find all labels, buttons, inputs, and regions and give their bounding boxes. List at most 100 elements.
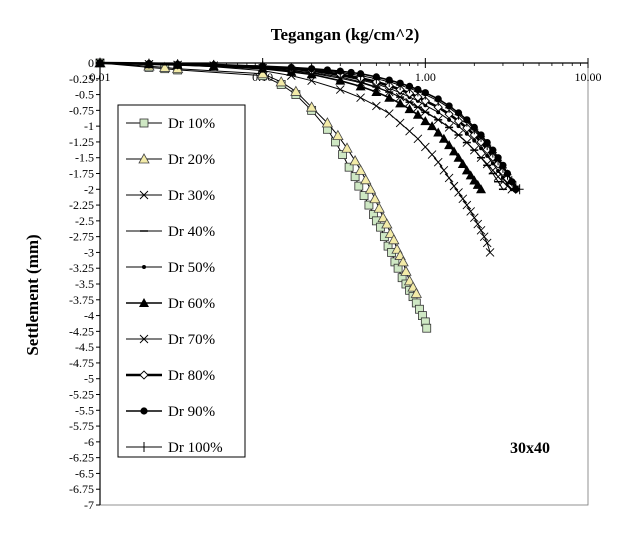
data-point-dr-80 (469, 130, 479, 140)
data-point-dr-100 (462, 116, 471, 127)
data-point-dr-50 (447, 117, 452, 122)
data-point-dr-90 (323, 66, 331, 74)
data-point-dr-60 (355, 81, 366, 91)
data-point-dr-100 (405, 83, 414, 94)
y-tick-label: -3 (84, 245, 94, 259)
data-point-dr-10 (422, 323, 432, 333)
legend-label: Dr 90% (168, 404, 215, 420)
data-point-dr-70 (482, 159, 492, 169)
data-point-dr-80 (462, 123, 472, 133)
legend-marker-dr-10 (139, 118, 149, 128)
annotation-30x40: 30x40 (510, 440, 550, 457)
legend-item-dr-40: Dr 40% (126, 224, 215, 240)
data-point-dr-80 (404, 88, 415, 98)
y-tick-label: -1.75 (69, 167, 94, 181)
data-point-dr-60 (420, 116, 431, 126)
data-point-dr-100 (258, 61, 267, 72)
legend-label: Dr 100% (168, 440, 223, 456)
data-point-dr-30 (458, 194, 468, 204)
y-tick-label: -0.25 (69, 72, 94, 86)
data-point-dr-80 (413, 92, 423, 102)
data-point-dr-20 (407, 281, 419, 292)
data-point-dr-60 (395, 98, 406, 108)
y-tick-label: -4.5 (75, 340, 94, 354)
data-point-dr-70 (433, 115, 443, 125)
data-point-dr-20 (400, 265, 412, 276)
data-point-dr-20 (332, 129, 344, 141)
legend-marker-dr-30 (139, 190, 149, 200)
data-point-dr-50 (485, 153, 490, 158)
data-point-dr-20 (369, 192, 381, 204)
x-tick-label: 10.00 (575, 70, 602, 84)
data-point-dr-30 (469, 213, 479, 223)
series-layer (94, 57, 524, 333)
legend-label: Dr 70% (168, 332, 215, 348)
y-tick-label: -5.75 (69, 419, 94, 433)
data-point-dr-30 (335, 85, 345, 94)
data-point-dr-50 (456, 124, 461, 129)
data-point-dr-60 (438, 133, 449, 143)
data-point-dr-100 (483, 140, 492, 151)
data-point-dr-70 (384, 87, 394, 97)
y-tick-label: -1 (84, 119, 94, 133)
y-tick-label: -6.25 (69, 451, 94, 465)
data-point-dr-60 (335, 75, 346, 85)
data-point-dr-100 (515, 184, 524, 195)
x-tick-label: 0.01 (90, 70, 111, 84)
data-point-dr-20 (159, 61, 171, 72)
data-point-dr-30 (421, 142, 430, 152)
data-point-dr-100 (209, 59, 218, 70)
data-point-dr-30 (462, 200, 472, 210)
data-point-dr-100 (173, 59, 182, 70)
legend-marker-dr-60 (139, 298, 149, 307)
data-point-dr-70 (444, 123, 454, 132)
data-point-dr-100 (445, 102, 454, 113)
legend-marker-dr-90 (140, 407, 148, 415)
data-point-dr-30 (466, 207, 475, 216)
data-point-dr-10 (344, 162, 354, 172)
legend-label: Dr 20% (168, 152, 215, 168)
data-point-dr-20 (388, 233, 400, 245)
y-tick-label: -4.75 (69, 356, 94, 370)
legend-marker-dr-80 (139, 370, 149, 380)
data-point-dr-30 (473, 219, 483, 229)
y-tick-label: -2.5 (75, 214, 94, 228)
data-point-dr-30 (413, 134, 423, 144)
data-point-dr-30 (433, 157, 443, 167)
legend-item-dr-60: Dr 60% (126, 296, 215, 312)
data-point-dr-70 (405, 97, 414, 107)
data-point-dr-30 (476, 226, 486, 235)
data-point-dr-30 (449, 181, 459, 191)
data-point-dr-100 (413, 86, 422, 97)
data-point-dr-20 (384, 227, 397, 238)
data-point-dr-100 (498, 162, 507, 173)
data-point-dr-100 (96, 58, 104, 68)
data-point-dr-60 (384, 92, 395, 102)
legend-item-dr-30: Dr 30% (126, 188, 215, 204)
data-point-dr-100 (372, 73, 381, 84)
legend-item-dr-70: Dr 70% (126, 332, 215, 348)
data-point-dr-80 (444, 109, 454, 119)
data-point-dr-30 (444, 173, 454, 183)
data-point-dr-10 (354, 181, 364, 191)
legend-label: Dr 50% (168, 260, 215, 276)
data-point-dr-70 (488, 166, 498, 175)
y-tick-label: -5.5 (75, 403, 94, 417)
y-tick-label: -6.5 (75, 466, 94, 480)
data-point-dr-100 (454, 109, 463, 120)
data-point-dr-70 (395, 92, 405, 102)
legend-item-dr-100: Dr 100% (126, 440, 223, 456)
legend-item-dr-50: Dr 50% (126, 260, 215, 276)
data-point-dr-30 (405, 126, 414, 136)
y-tick-label: -2 (84, 182, 94, 196)
legend-label: Dr 40% (168, 224, 215, 240)
y-tick-label: -7 (84, 498, 94, 512)
data-point-dr-30 (395, 118, 405, 128)
legend-label: Dr 60% (168, 296, 215, 312)
data-point-dr-100 (356, 70, 365, 81)
data-point-dr-30 (454, 188, 463, 197)
legend-marker-dr-50 (142, 265, 146, 269)
y-tick-label: -2.25 (69, 198, 94, 212)
data-point-dr-30 (356, 93, 365, 103)
data-point-dr-100 (396, 80, 405, 91)
